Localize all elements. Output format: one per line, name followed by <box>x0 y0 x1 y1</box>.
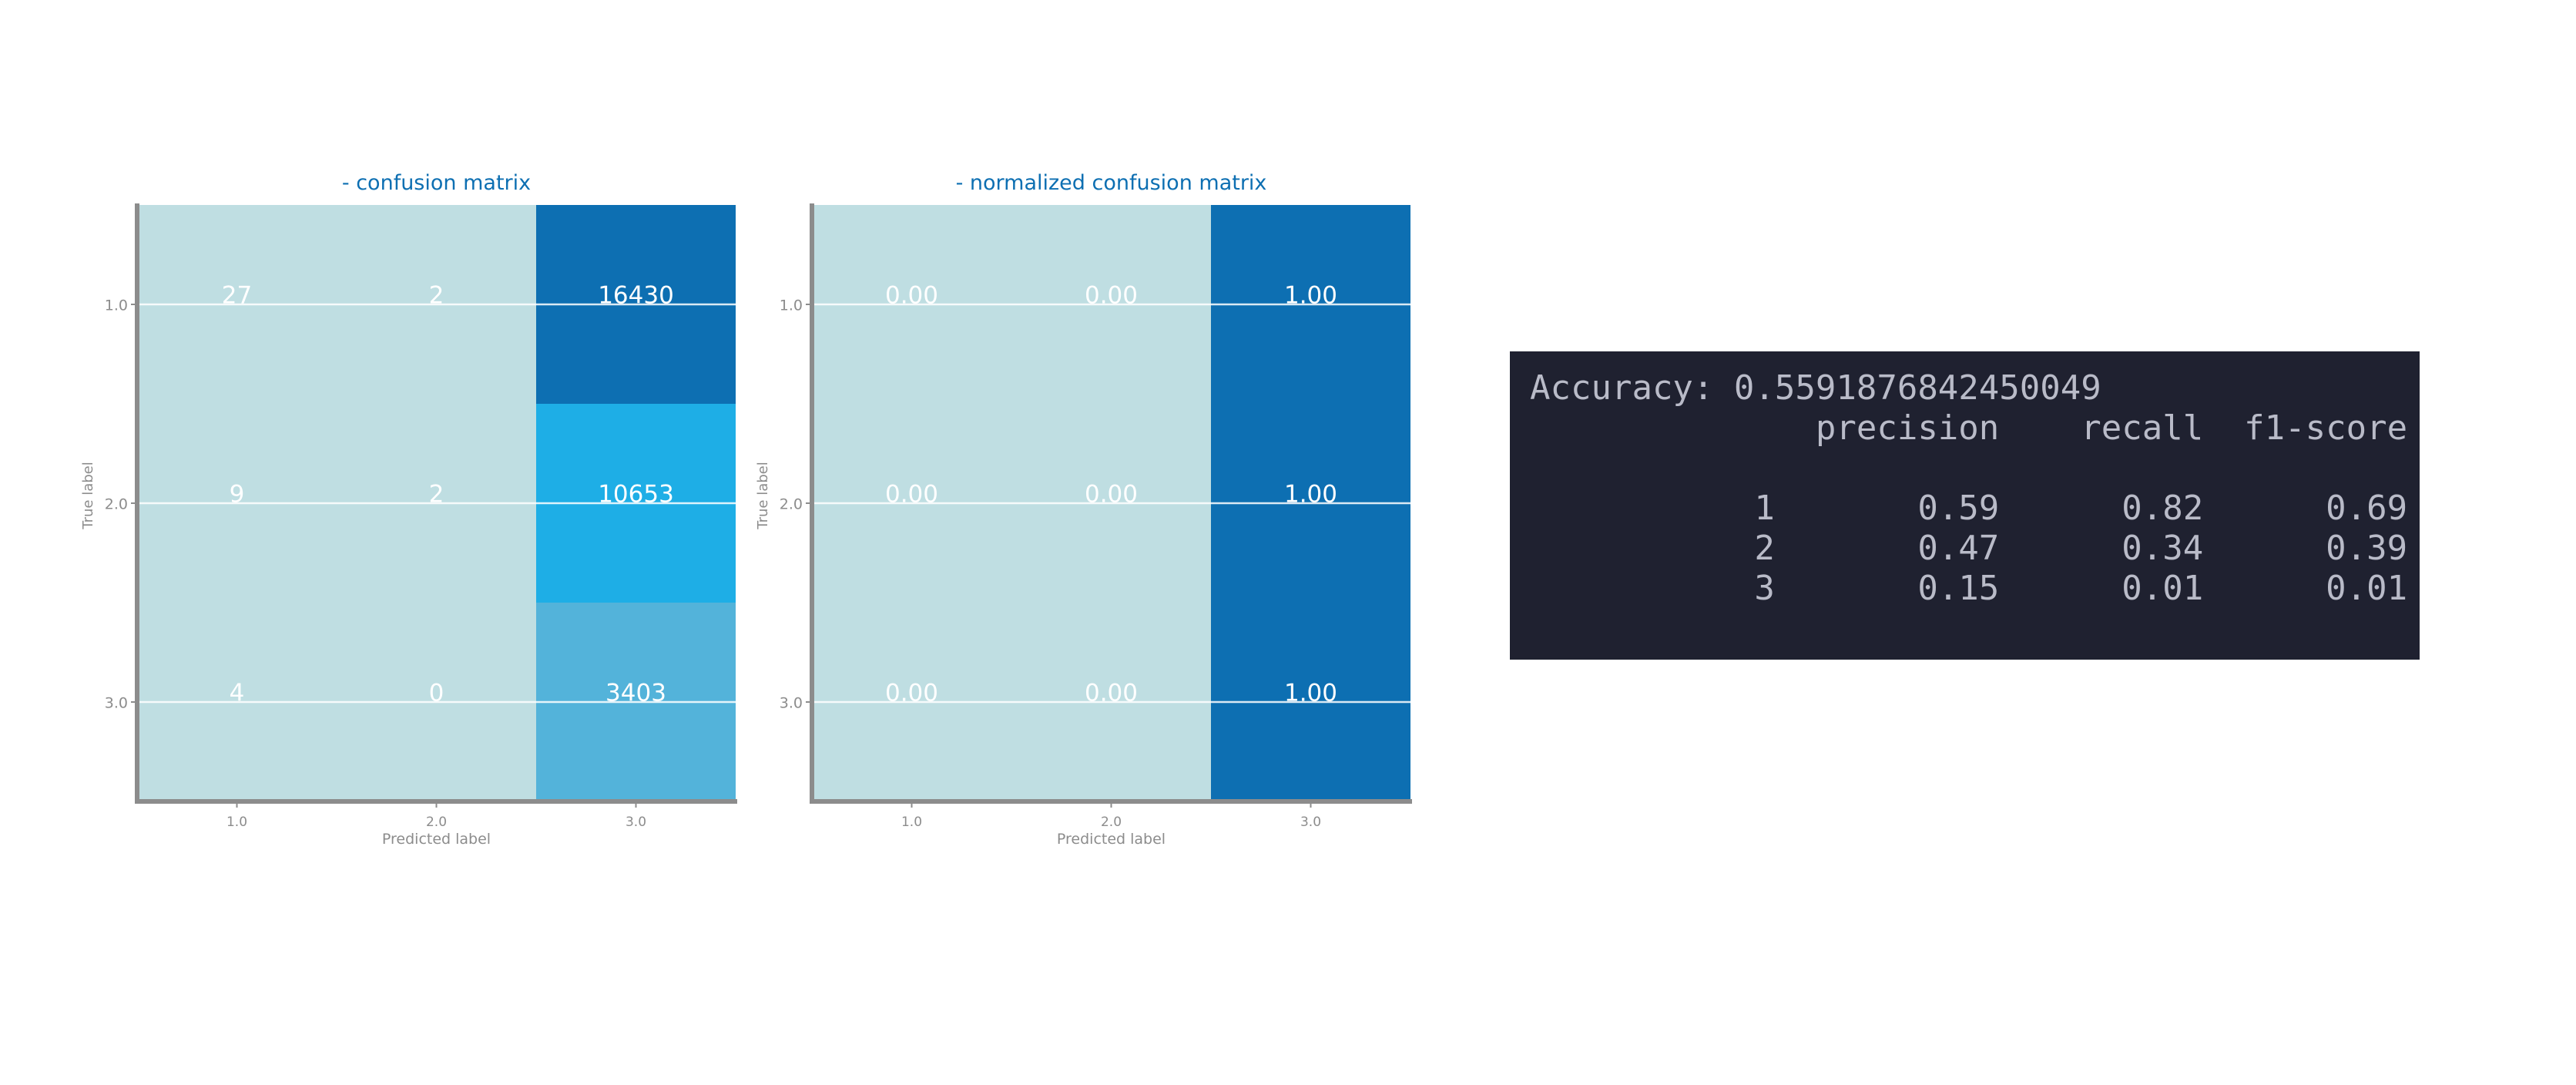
cell-label: 0 <box>429 680 444 707</box>
cell-label: 10653 <box>598 481 674 509</box>
report-line: Accuracy: 0.5591876842450049 <box>1530 368 2101 408</box>
classification-report-text: Accuracy: 0.5591876842450049 precision r… <box>1530 368 2407 609</box>
cell-label: 16430 <box>598 282 674 310</box>
report-line: 2 0.47 0.34 0.39 <box>1530 529 2408 568</box>
heatmap-panel: 27 2 16430 9 2 10653 4 0 3403 1.0 2.0 3.0 1.0 2.0 3.0 P… <box>80 171 737 848</box>
y-axis-label: True label <box>80 462 96 530</box>
cell-label: 9 <box>230 481 245 509</box>
x-tick-label: 2.0 <box>1101 815 1122 830</box>
chart-title: - normalized confusion matrix <box>956 171 1267 195</box>
cell-label: 0.00 <box>885 481 938 509</box>
cell-label: 27 <box>222 282 252 310</box>
cell-label: 1.00 <box>1284 282 1337 310</box>
y-axis-label: True label <box>755 462 771 530</box>
report-line: 1 0.59 0.82 0.69 <box>1530 489 2408 528</box>
y-tick-label: 1.0 <box>105 297 128 314</box>
x-tick-label: 3.0 <box>626 815 646 830</box>
y-tick-label: 1.0 <box>780 297 803 314</box>
classification-report-panel: Accuracy: 0.5591876842450049 precision r… <box>1510 351 2420 660</box>
x-tick-label: 1.0 <box>226 815 247 830</box>
cell-label: 0.00 <box>1085 481 1138 509</box>
cell-label: 2 <box>429 282 444 310</box>
cell-label: 1.00 <box>1284 680 1337 707</box>
x-tick-label: 1.0 <box>901 815 922 830</box>
heatmap-panel: 0.00 0.00 1.00 0.00 0.00 1.00 0.00 0.00 1.00 1.0 2… <box>755 171 1412 848</box>
cell-label: 4 <box>230 680 245 707</box>
report-line: 3 0.15 0.01 0.01 <box>1530 569 2408 608</box>
cell-label: 0.00 <box>1085 282 1138 310</box>
report-line: precision recall f1-score <box>1530 408 2408 448</box>
chart-title: - confusion matrix <box>342 171 531 195</box>
y-tick-label: 3.0 <box>780 695 803 712</box>
x-tick-label: 2.0 <box>426 815 447 830</box>
cell-label: 2 <box>429 481 444 509</box>
x-axis-label: Predicted label <box>1057 831 1166 848</box>
cell-label: 0.00 <box>885 282 938 310</box>
cell-label: 3403 <box>605 680 666 707</box>
y-tick-label: 2.0 <box>780 496 803 513</box>
x-tick-label: 3.0 <box>1300 815 1321 830</box>
cell-label: 1.00 <box>1284 481 1337 509</box>
cell-label: 0.00 <box>885 680 938 707</box>
y-tick-label: 3.0 <box>105 695 128 712</box>
cell-label: 0.00 <box>1085 680 1138 707</box>
y-tick-label: 2.0 <box>105 496 128 513</box>
x-axis-label: Predicted label <box>382 831 491 848</box>
